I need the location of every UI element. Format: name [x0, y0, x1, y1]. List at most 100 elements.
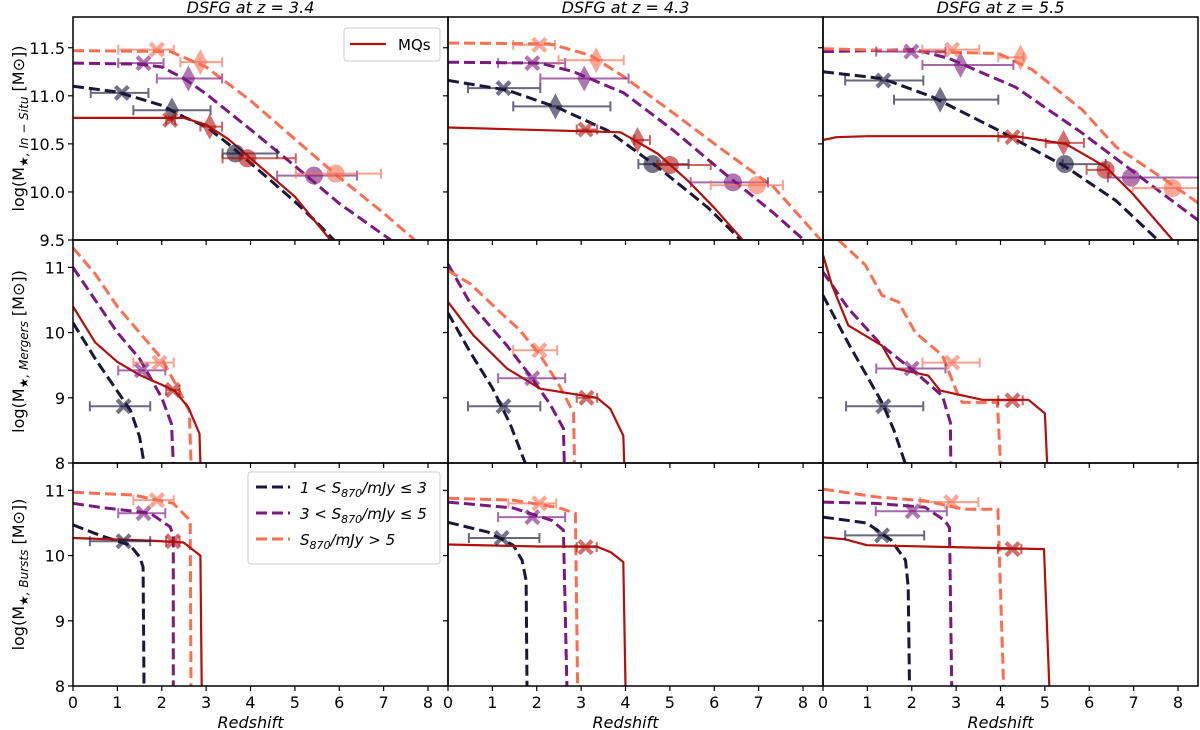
xtick-label: 7: [1129, 693, 1139, 712]
xtick-label: 3: [951, 693, 961, 712]
errorbar-s3: [512, 345, 559, 356]
x-marker: [148, 41, 165, 58]
x-marker: [164, 381, 181, 398]
x-marker: [531, 36, 548, 53]
ytick-label: 11.5: [29, 39, 65, 58]
circle-marker: [238, 149, 257, 168]
panel-title: DSFG at z = 5.5: [937, 0, 1065, 17]
marker-mq: [1004, 392, 1021, 409]
line-s1: [448, 312, 527, 463]
x-marker: [531, 342, 548, 359]
marker-s3: [326, 164, 345, 183]
plot-area: [448, 263, 626, 463]
marker-mq: [660, 156, 679, 175]
x-marker: [115, 398, 132, 415]
xtick-label: 2: [532, 693, 542, 712]
marker-mq: [1004, 541, 1021, 558]
marker-s1: [875, 72, 892, 89]
xtick-label: 0: [818, 693, 828, 712]
line-s3: [73, 49, 416, 240]
ytick-label: 11.0: [29, 87, 65, 106]
marker-mq: [202, 113, 217, 140]
marker-s1: [115, 398, 132, 415]
y-axis-label-suffix: [M⊙]): [9, 270, 28, 321]
x-marker: [903, 43, 920, 60]
xtick-label: 3: [576, 693, 586, 712]
marker-s1: [933, 86, 948, 113]
y-axis-label-subscript: ★, In − Situ: [17, 96, 31, 167]
marker-mq: [577, 539, 594, 556]
x-marker: [135, 55, 152, 72]
marker-s3: [193, 49, 208, 76]
circle-marker: [1055, 155, 1074, 174]
marker-s1: [495, 80, 512, 97]
marker-s1: [874, 527, 891, 544]
panel-frame: [822, 239, 1199, 464]
xtick-label: 0: [443, 693, 453, 712]
line-mq: [448, 543, 627, 686]
ytick-label: 9: [55, 612, 65, 631]
line-s2: [73, 501, 175, 686]
marker-s2: [903, 360, 920, 377]
x-marker: [578, 389, 595, 406]
xtick-label: 4: [995, 693, 1005, 712]
xtick-label: 8: [798, 693, 808, 712]
line-s3: [837, 240, 1002, 463]
panel-r0-c0: 9.5 10.0 10.5 11.0 11.5 DSFG at z = 3.4 log(M★…: [9, 0, 449, 250]
xtick-label: 1: [487, 693, 497, 712]
legend-label-s3: S870/mJy > 5: [300, 531, 395, 552]
panel-frame: [447, 239, 824, 464]
marker-mq: [162, 111, 179, 128]
y-axis-label-main: log(M: [9, 606, 28, 650]
x-marker: [874, 527, 891, 544]
panel-r2-c0: 8 9 10 11 0 1 2 3 4 5 6 7 8 Redshift log(M★, Bursts [M…: [9, 462, 449, 730]
line-s1: [73, 322, 146, 463]
legend-label-s1-main: 1 < S: [300, 479, 342, 497]
diamond-marker: [1056, 129, 1071, 156]
line-s2: [448, 60, 805, 240]
diamond-marker: [193, 49, 208, 76]
circle-marker: [1121, 168, 1140, 187]
ytick-label: 11: [45, 481, 65, 500]
marker-s1: [115, 533, 132, 550]
y-axis-label: log(M★, In − Situ [M⊙]): [9, 46, 31, 212]
panel-frame: [72, 239, 449, 464]
marker-s1: [1055, 155, 1074, 174]
circle-marker: [1163, 179, 1182, 198]
plot-area: [823, 240, 1049, 463]
marker-s2: [524, 509, 541, 526]
x-marker: [495, 80, 512, 97]
legend-label-mq-main: MQs: [398, 36, 431, 54]
marker-mq: [238, 149, 257, 168]
panel-frame: [447, 462, 824, 687]
marker-mq: [1004, 129, 1021, 146]
legend-dsfg: 1 < S870/mJy ≤ 33 < S870/mJy ≤ 5S870/mJy…: [247, 471, 441, 565]
ytick-label: 10: [45, 324, 65, 343]
line-mq: [73, 116, 332, 240]
errorbar-s3: [132, 495, 175, 506]
xtick-label: 2: [157, 693, 167, 712]
x-marker: [495, 398, 512, 415]
diamond-marker: [181, 65, 196, 92]
ytick-label: 10: [45, 547, 65, 566]
errorbar-s1: [88, 401, 152, 412]
marker-s2: [135, 505, 152, 522]
marker-s2: [577, 65, 592, 92]
x-marker: [164, 533, 181, 550]
panel-frame: [822, 462, 1199, 687]
y-axis-label-subscript: ★, Mergers: [17, 321, 31, 388]
legend-label-s3-suffix: /mJy > 5: [329, 531, 396, 549]
x-marker: [875, 72, 892, 89]
circle-marker: [326, 164, 345, 183]
xtick-label: 5: [1040, 693, 1050, 712]
ytick-label: 9.5: [40, 231, 65, 250]
plot-area: [73, 490, 203, 686]
line-mq: [73, 305, 202, 463]
panel-r1-c0: 8 9 10 11 log(M★, Mergers [M⊙]): [9, 239, 449, 473]
plot-area: [73, 41, 416, 240]
legend-label-s3-main: S: [300, 531, 310, 549]
marker-s2: [135, 55, 152, 72]
x-axis-label: Redshift: [968, 713, 1035, 730]
x-marker: [133, 362, 150, 379]
marker-s1: [113, 84, 130, 101]
